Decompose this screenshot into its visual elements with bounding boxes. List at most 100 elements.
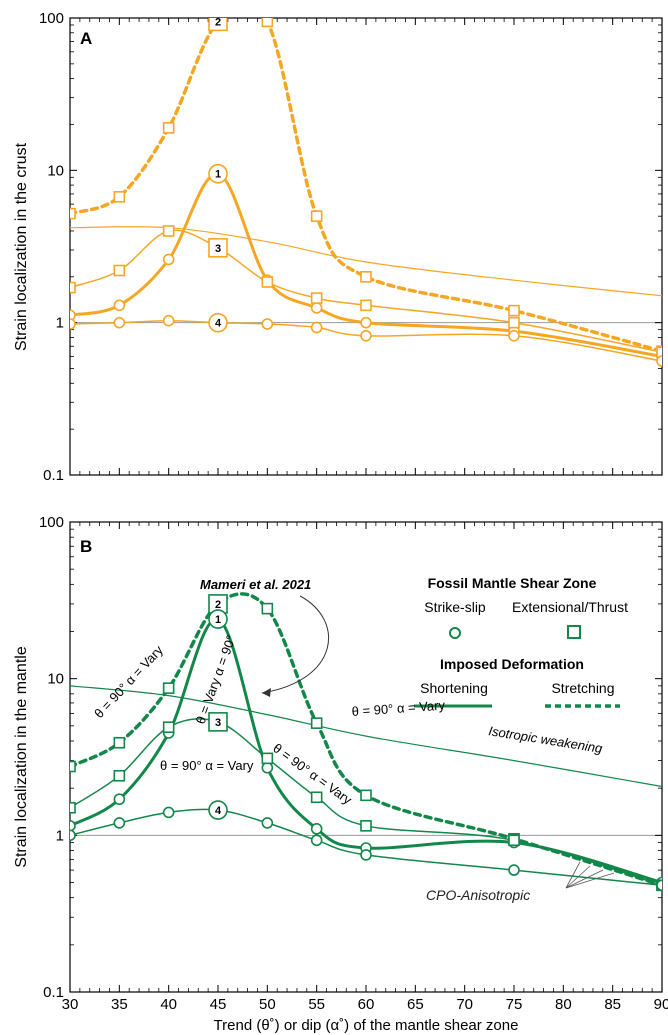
point-crust-3-stretching — [208, 238, 228, 258]
series-line-crust-2-stretching — [70, 18, 662, 353]
point-mantle-4-strikeslip — [310, 834, 323, 847]
y-tick-label: 10 — [47, 162, 64, 179]
point-mantle-3-stretching — [360, 820, 372, 832]
y-tick-label: 0.1 — [43, 467, 64, 484]
point-mantle-2-stretching — [360, 789, 372, 802]
point-crust-3-stretching — [261, 276, 274, 288]
y-tick-label: 0.1 — [43, 984, 64, 1001]
point-mantle-2-stretching — [113, 736, 126, 749]
point-mantle-1-shortening — [208, 609, 228, 629]
x-tick-label: 90 — [654, 996, 668, 1013]
annotations: Mameri et al. 2021 θ = 90° α = Vary θ = … — [91, 577, 615, 903]
point-crust-1-shortening — [162, 253, 175, 266]
x-tick-label: 45 — [210, 996, 227, 1013]
x-tick-label: 65 — [407, 996, 424, 1013]
legend-title-fossil: Fossil Mantle Shear Zone — [428, 575, 597, 591]
point-crust-3-stretching — [162, 225, 175, 237]
point-mantle-4-strikeslip — [70, 829, 76, 842]
series-line-mantle-isotropic — [70, 685, 662, 788]
legend-circle-marker — [449, 627, 461, 639]
point-mantle-4-strikeslip — [656, 879, 662, 892]
annotation-theta90-b: θ = 90° α = Vary — [351, 697, 446, 719]
x-tick-label: 30 — [62, 996, 79, 1013]
series-line-crust-isotropic — [70, 226, 662, 297]
x-tick-label: 60 — [358, 996, 375, 1013]
annotation-cpo: CPO-Anisotropic — [426, 887, 530, 903]
panel-a-ylabel: Strain localization in the crust — [13, 142, 30, 351]
point-crust-2-stretching — [261, 18, 274, 28]
x-axis-label: Trend (θ˚) or dip (α˚) of the mantle she… — [214, 1017, 519, 1034]
legend: Fossil Mantle Shear Zone Strike-slip Ext… — [414, 575, 628, 708]
point-mantle-4-strikeslip — [162, 806, 175, 819]
panel-b-label: B — [80, 537, 92, 556]
annotation-mameri-arrow — [261, 595, 329, 694]
point-mantle-3-stretching — [70, 801, 76, 814]
y-tick-label: 1 — [56, 827, 64, 844]
point-crust-4-strikeslip — [261, 318, 274, 330]
point-crust-3-stretching — [508, 316, 520, 329]
point-crust-4-strikeslip — [70, 318, 76, 330]
panel-a-plot: 0.1 1 10 100 2 1 3 4 — [39, 10, 663, 484]
legend-extensional: Extensional/Thrust — [512, 599, 628, 615]
point-crust-2-stretching — [310, 210, 323, 222]
x-tick-label: 35 — [111, 996, 128, 1013]
point-mantle-3-stretching — [113, 769, 126, 782]
badge-crust-2-stretching: 2 — [215, 16, 221, 28]
badge-crust-1-shortening: 1 — [215, 169, 221, 181]
point-crust-2-stretching — [113, 191, 126, 203]
point-mantle-3-stretching — [310, 791, 323, 804]
panel-b-frame — [69, 521, 663, 993]
point-mantle-1-shortening — [261, 761, 274, 774]
annotation-isotropic: Isotropic weakening — [488, 723, 605, 756]
point-crust-2-stretching — [208, 18, 228, 32]
point-mantle-3-stretching — [162, 721, 175, 734]
cpo-pointer-3 — [565, 869, 604, 889]
point-crust-2-stretching — [508, 304, 520, 317]
badge-mantle-3-stretching: 3 — [215, 717, 221, 729]
legend-stretching: Stretching — [551, 680, 614, 696]
panel-a-frame — [69, 17, 663, 476]
series-line-crust-1-shortening — [70, 172, 662, 358]
legend-title-imposed: Imposed Deformation — [440, 656, 584, 672]
point-mantle-2-stretching — [261, 602, 274, 615]
point-mantle-2-stretching — [162, 682, 175, 694]
x-tick-label: 40 — [160, 996, 177, 1013]
y-tick-label: 100 — [39, 10, 64, 27]
point-mantle-4-strikeslip — [208, 800, 228, 820]
point-mantle-1-shortening — [310, 823, 323, 835]
point-crust-2-stretching — [70, 207, 76, 220]
point-mantle-4-strikeslip — [261, 817, 274, 829]
point-crust-1-shortening — [70, 309, 76, 321]
point-crust-2-stretching — [360, 271, 372, 283]
legend-square-marker — [567, 625, 581, 639]
x-tick-label: 80 — [555, 996, 572, 1013]
point-crust-4-strikeslip — [113, 316, 126, 329]
point-mantle-4-strikeslip — [360, 849, 372, 861]
panel-b-ylabel: Strain localization in the mantle — [13, 646, 30, 868]
x-tick-label: 85 — [604, 996, 621, 1013]
point-crust-4-strikeslip — [162, 314, 175, 327]
point-crust-1-shortening — [360, 316, 372, 329]
point-mantle-4-strikeslip — [508, 864, 520, 876]
point-mantle-4-strikeslip — [113, 817, 126, 829]
badge-mantle-4-strikeslip: 4 — [215, 805, 222, 817]
annotation-mameri-arrowhead — [262, 688, 271, 697]
annotation-theta90-a: θ = 90° α = Vary — [91, 642, 166, 721]
point-crust-4-strikeslip — [360, 329, 372, 342]
series-line-mantle-2-stretching — [70, 592, 662, 888]
point-crust-3-stretching — [70, 281, 76, 294]
cpo-pointer-1 — [565, 861, 581, 889]
badge-mantle-1-shortening: 1 — [215, 614, 221, 626]
point-crust-2-stretching — [162, 122, 175, 134]
point-crust-4-strikeslip — [208, 312, 228, 333]
legend-strike-slip: Strike-slip — [424, 599, 486, 615]
point-crust-3-stretching — [310, 292, 323, 304]
annotation-mameri: Mameri et al. 2021 — [200, 577, 311, 592]
y-tick-label: 1 — [56, 315, 64, 332]
point-crust-1-shortening — [113, 299, 126, 312]
cpo-pointer-2 — [565, 865, 591, 889]
x-tick-label: 70 — [456, 996, 473, 1013]
point-crust-3-stretching — [360, 299, 372, 312]
point-mantle-3-stretching — [208, 712, 228, 732]
